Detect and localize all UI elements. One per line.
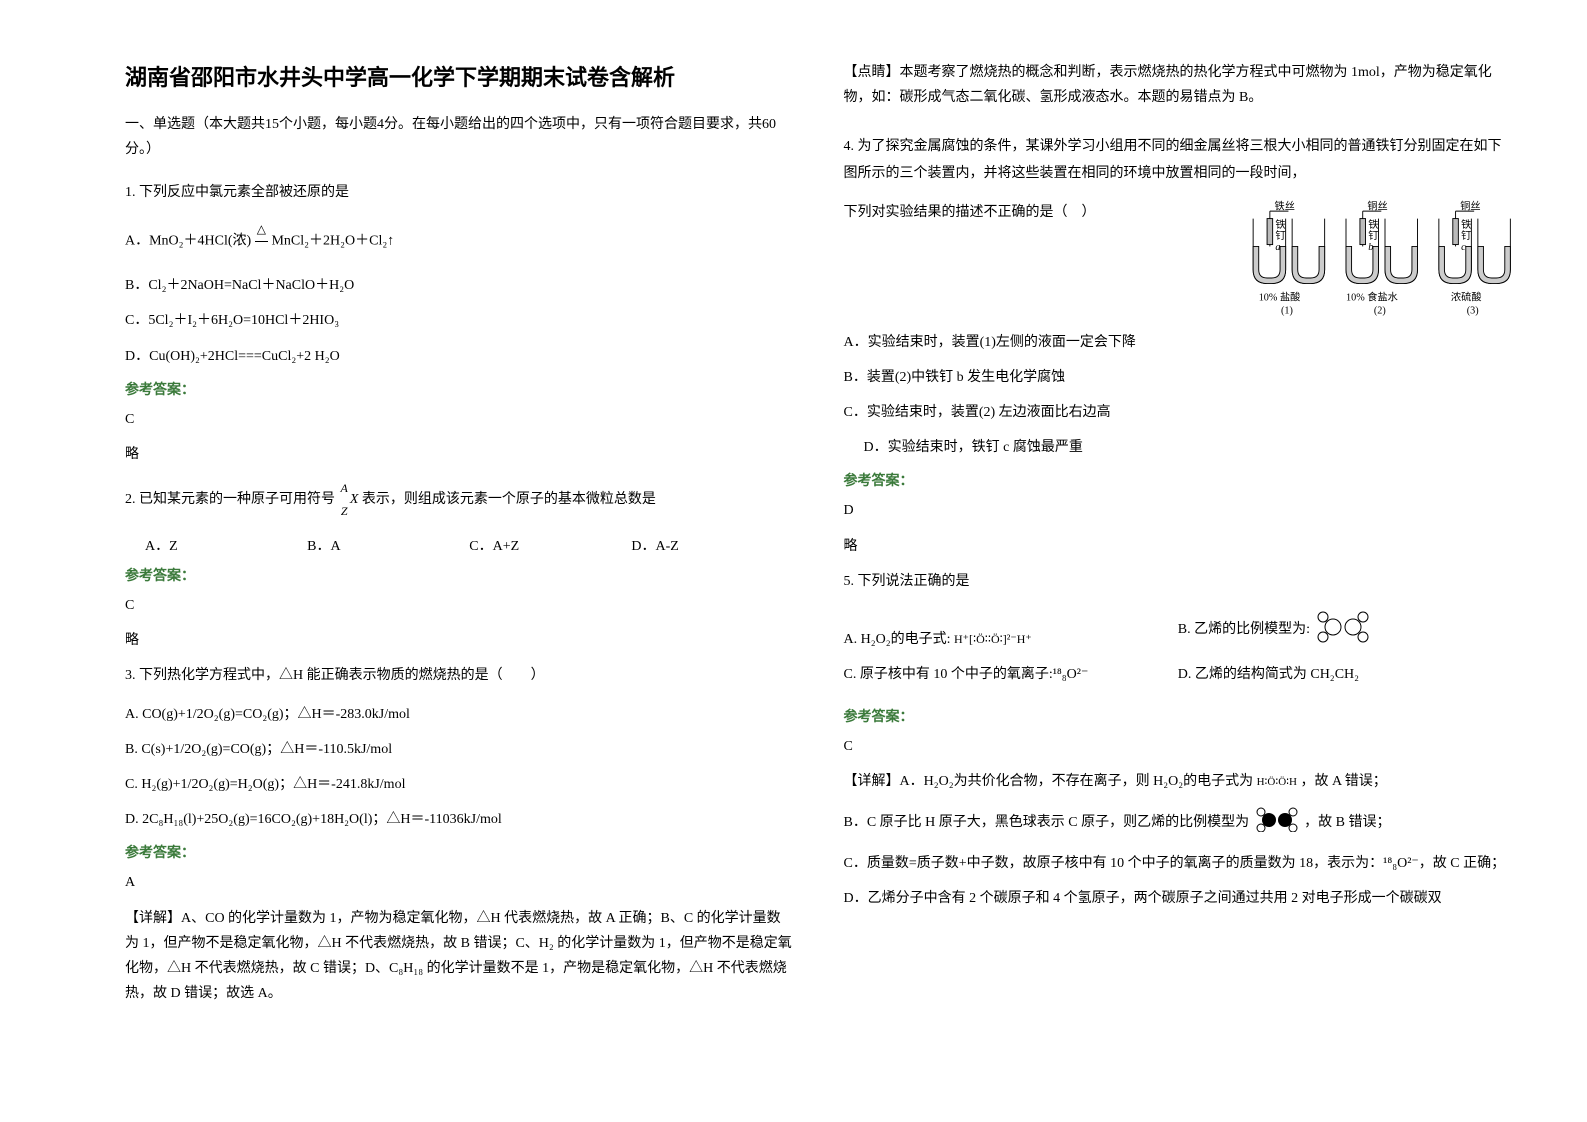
q2-options: A．Z B．A C．A+Z D．A-Z [125,535,794,555]
q5-answer: C [844,734,1513,759]
q1-stem: 1. 下列反应中氯元素全部被还原的是 [125,180,794,207]
n2: (2) [1374,305,1386,316]
nuclide-symbol: AZ [339,477,350,523]
q5-explB-post: ，故 B 错误； [1304,815,1390,830]
q2-option-c: C．A+Z [469,535,631,555]
q4-option-c: C．实验结束时，装置(2) 左边液面比右边高 [844,400,1513,425]
q3-option-b: B. C(s)+1/2O₂(g)=CO(g)；△H＝-110.5kJ/mol [125,737,794,762]
q1-answer: C [125,407,794,432]
q2-answer-label: 参考答案： [125,565,794,585]
q1-optA-post: MnCl₂＋2H₂O＋Cl₂↑ [271,233,394,248]
ethene-model-correct-icon [1253,804,1301,841]
q1-option-a: A．MnO₂＋4HCl(浓) △ MnCl₂＋2H₂O＋Cl₂↑ [125,219,794,263]
q3-option-c: C. H₂(g)+1/2O₂(g)=H₂O(g)；△H＝-241.8kJ/mol [125,772,794,797]
sol3: 浓硫酸 [1451,290,1482,303]
q1-optA-pre: A．MnO₂＋4HCl(浓) [125,233,251,248]
q1-option-d: D．Cu(OH)₂+2HCl===CuCl₂+2 H₂O [125,344,794,369]
q4-option-b: B．装置(2)中铁钉 b 发生电化学腐蚀 [844,365,1513,390]
q5-row1: A. H₂O₂的电子式: H⁺[∶Ö∶∶Ö∶]²⁻H⁺ B. 乙烯的比例模型为: [844,607,1513,662]
document-title: 湖南省邵阳市水井头中学高一化学下学期期末试卷含解析 [125,60,794,92]
reaction-arrow: △ [255,219,268,263]
q2-stem-post: 表示，则组成该元素一个原子的基本微粒总数是 [362,492,656,507]
q4-expl: 略 [844,534,1513,559]
q5-explA-post: ，故 A 错误； [1300,774,1386,789]
q5-option-b: B. 乙烯的比例模型为: [1178,607,1512,652]
q5-option-d: D. 乙烯的结构简式为 CH₂CH₂ [1178,662,1512,687]
page: 湖南省邵阳市水井头中学高一化学下学期期末试卷含解析 一、单选题（本大题共15个小… [0,0,1587,1122]
lewis-structure-icon: H∶Ö∶Ö∶H [1257,776,1297,788]
q2-option-d: D．A-Z [631,535,793,555]
svg-text:钉: 钉 [1275,230,1285,242]
right-column: 【点睛】本题考察了燃烧热的概念和判断，表示燃烧热的热化学方程式中可燃物为 1mo… [819,60,1538,1082]
wire3-label: 铜丝 [1460,200,1480,212]
q1-option-c: C．5Cl₂＋I₂＋6H₂O=10HCl＋2HIO₃ [125,308,794,333]
q5-option-c: C. 原子核中有 10 个中子的氧离子:¹⁸₈O²⁻ [844,662,1178,687]
q5-answer-label: 参考答案： [844,706,1513,726]
q2-option-a: A．Z [145,535,307,555]
q3-answer: A [125,870,794,895]
n3: (3) [1467,305,1479,316]
q5-explB-pre: B．C 原子比 H 原子大，黑色球表示 C 原子，则乙烯的比例模型为 [844,815,1250,830]
q4-diagram: 铁丝 铁钉 a 10% 盐酸 (1) [1232,200,1512,330]
q5-stem: 5. 下列说法正确的是 [844,569,1513,596]
q2-answer: C [125,593,794,618]
q2-stem-pre: 2. 已知某元素的一种原子可用符号 [125,492,335,507]
svg-text:钉: 钉 [1368,230,1378,242]
q5-optA-pre: A. H₂O₂的电子式: [844,632,951,647]
q1-expl: 略 [125,442,794,467]
q4-option-d: D．实验结束时，铁钉 c 腐蚀最严重 [844,435,1513,460]
q2-stem: 2. 已知某元素的一种原子可用符号 AZ X 表示，则组成该元素一个原子的基本微… [125,477,794,523]
svg-text:铁: 铁 [1461,217,1471,230]
svg-text:铁: 铁 [1368,217,1378,230]
q1-option-b: B．Cl₂＋2NaOH=NaCl＋NaClO＋H₂O [125,273,794,298]
q4-option-a: A．实验结束时，装置(1)左侧的液面一定会下降 [844,330,1513,355]
q5-explC: C．质量数=质子数+中子数，故原子核中有 10 个中子的氧离子的质量数为 18，… [844,851,1513,876]
q5-optA-formula: H⁺[∶Ö∶∶Ö∶]²⁻H⁺ [954,632,1032,646]
q4-answer: D [844,498,1513,523]
q4-answer-label: 参考答案： [844,470,1513,490]
q3-stem: 3. 下列热化学方程式中，△H 能正确表示物质的燃烧热的是（ ） [125,663,794,690]
q5-option-a: A. H₂O₂的电子式: H⁺[∶Ö∶∶Ö∶]²⁻H⁺ [844,627,1178,652]
q3-option-d: D. 2C₈H₁₈(l)+25O₂(g)=16CO₂(g)+18H₂O(l)；△… [125,807,794,832]
section-header: 一、单选题（本大题共15个小题，每小题4分。在每小题给出的四个选项中，只有一项符… [125,112,794,162]
q3-note: 【点睛】本题考察了燃烧热的概念和判断，表示燃烧热的热化学方程式中可燃物为 1mo… [844,60,1513,110]
q4-stem: 4. 为了探究金属腐蚀的条件，某课外学习小组用不同的细金属丝将三根大小相同的普通… [844,134,1513,187]
sol2: 10% 食盐水 [1346,290,1398,303]
q5-explB: B．C 原子比 H 原子大，黑色球表示 C 原子，则乙烯的比例模型为 ，故 B … [844,804,1513,841]
wire1-label: 铁丝 [1275,200,1295,212]
q5-explD: D．乙烯分子中含有 2 个碳原子和 4 个氢原子，两个碳原子之间通过共用 2 对… [844,886,1513,911]
left-column: 湖南省邵阳市水井头中学高一化学下学期期末试卷含解析 一、单选题（本大题共15个小… [100,60,819,1082]
q2-option-b: B．A [307,535,469,555]
q5-explA: 【详解】A．H₂O₂为共价化合物，不存在离子，则 H₂O₂的电子式为 H∶Ö∶Ö… [844,769,1513,794]
n1: (1) [1281,305,1293,316]
q3-expl: 【详解】A、CO 的化学计量数为 1，产物为稳定氧化物，△H 代表燃烧热，故 A… [125,906,794,1007]
q3-option-a: A. CO(g)+1/2O₂(g)=CO₂(g)；△H＝-283.0kJ/mol [125,702,794,727]
ethene-model-icon [1313,607,1373,652]
q1-answer-label: 参考答案： [125,379,794,399]
sol1: 10% 盐酸 [1259,290,1301,303]
q5-explA-pre: 【详解】A．H₂O₂为共价化合物，不存在离子，则 H₂O₂的电子式为 [844,774,1254,789]
q5-row2: C. 原子核中有 10 个中子的氧离子:¹⁸₈O²⁻ D. 乙烯的结构简式为 C… [844,662,1513,697]
q5-optB-text: B. 乙烯的比例模型为: [1178,622,1310,637]
q4-block: 4. 为了探究金属腐蚀的条件，某课外学习小组用不同的细金属丝将三根大小相同的普通… [844,134,1513,558]
svg-text:铁: 铁 [1275,217,1285,230]
wire2-label: 铜丝 [1367,200,1387,212]
q3-answer-label: 参考答案： [125,842,794,862]
q2-expl: 略 [125,628,794,653]
svg-text:钉: 钉 [1461,230,1471,242]
